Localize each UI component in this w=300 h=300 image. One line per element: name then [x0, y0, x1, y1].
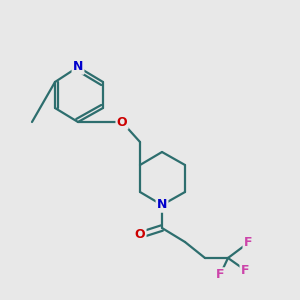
Text: N: N — [157, 199, 167, 212]
Text: F: F — [241, 263, 249, 277]
Text: O: O — [117, 116, 127, 128]
Text: F: F — [216, 268, 224, 281]
Text: N: N — [73, 61, 83, 74]
Text: O: O — [135, 229, 145, 242]
Text: F: F — [244, 236, 252, 250]
